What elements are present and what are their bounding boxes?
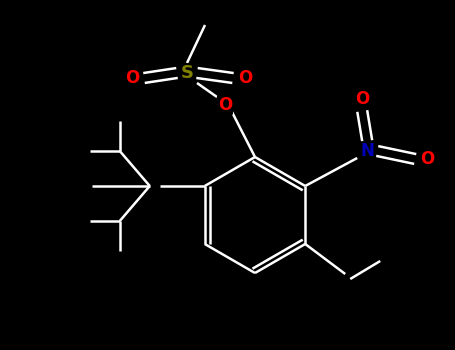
Text: O: O — [218, 96, 232, 114]
Text: O: O — [125, 69, 139, 87]
Text: O: O — [355, 90, 369, 108]
Text: N: N — [360, 142, 374, 160]
Text: O: O — [238, 69, 252, 87]
Text: O: O — [420, 150, 435, 168]
Text: S: S — [181, 64, 193, 82]
